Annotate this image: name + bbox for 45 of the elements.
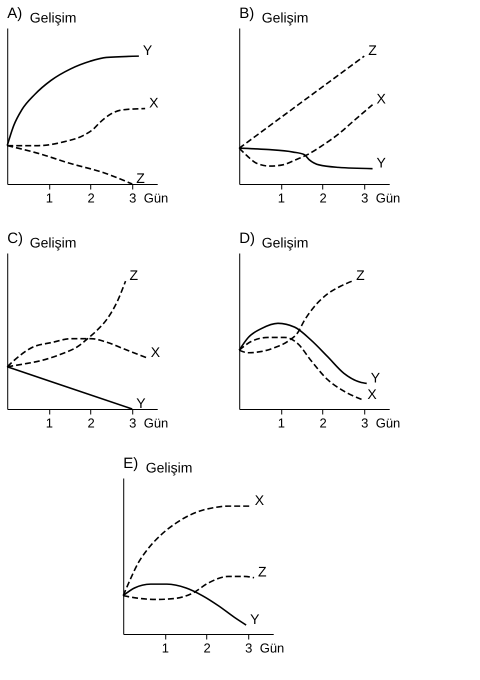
- series-label: Y: [250, 611, 260, 628]
- series-label: Z: [368, 42, 378, 58]
- x-tick-label: 3: [361, 416, 368, 430]
- series-label: Y: [136, 395, 146, 411]
- y-axis-title: Gelişim: [30, 234, 76, 250]
- y-axis-title: Gelişim: [262, 10, 308, 26]
- x-tick-label: 3: [361, 190, 368, 206]
- chart-title: B): [239, 5, 254, 22]
- x-tick-label: 1: [46, 416, 53, 430]
- x-tick-label: 2: [87, 190, 95, 206]
- series-label: Z: [130, 267, 139, 284]
- x-tick-label: 3: [129, 190, 136, 206]
- x-tick-label: 1: [278, 416, 285, 430]
- x-tick-label: 3: [245, 640, 252, 656]
- chart-title: A): [7, 5, 22, 22]
- x-tick-label: 1: [278, 190, 285, 206]
- x-tick-label: 1: [46, 190, 53, 206]
- series-label: Z: [258, 564, 268, 580]
- x-axis-title: Gün: [376, 416, 400, 430]
- series-label: X: [367, 386, 378, 402]
- chart-title: C): [7, 230, 24, 247]
- x-tick-label: 2: [319, 190, 327, 206]
- series-label: Y: [370, 369, 381, 386]
- series-label: Z: [136, 170, 146, 186]
- x-axis-title: Gün: [376, 190, 400, 206]
- x-axis-title: Gün: [260, 640, 284, 656]
- y-axis-title: Gelişim: [30, 10, 76, 26]
- x-tick-label: 3: [129, 416, 136, 430]
- y-axis-title: Gelişim: [146, 460, 192, 476]
- series-label: X: [254, 492, 265, 508]
- chart-title: E): [123, 455, 138, 472]
- x-axis-title: Gün: [144, 190, 168, 206]
- series-label: Z: [356, 267, 366, 284]
- x-tick-label: 1: [162, 640, 169, 656]
- x-axis-title: Gün: [144, 416, 168, 430]
- series-label: X: [150, 344, 161, 360]
- x-tick-label: 2: [87, 416, 95, 430]
- series-label: X: [376, 90, 387, 107]
- series-label: Y: [142, 42, 153, 58]
- series-label: Y: [376, 154, 387, 171]
- series-label: X: [149, 94, 160, 111]
- x-tick-label: 2: [319, 416, 327, 430]
- y-axis-title: Gelişim: [262, 234, 308, 250]
- x-tick-label: 2: [203, 640, 211, 656]
- chart-title: D): [239, 230, 256, 247]
